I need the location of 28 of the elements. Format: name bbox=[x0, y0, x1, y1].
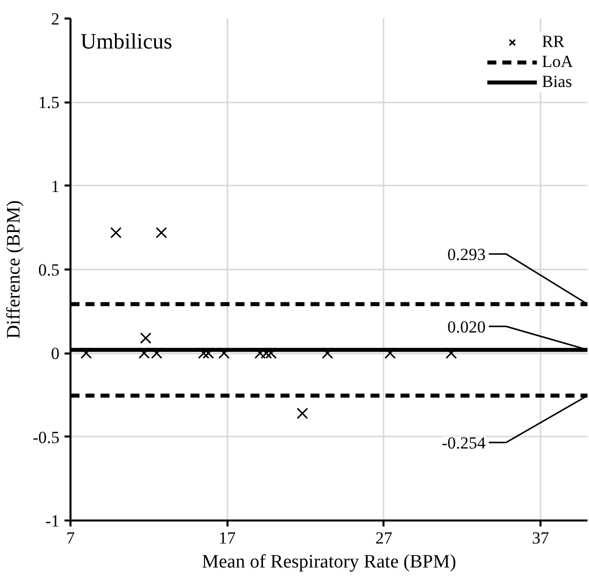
y-tick-label: 1 bbox=[51, 176, 60, 196]
text: Umbilicus bbox=[80, 28, 172, 54]
y-tick-label: 0 bbox=[51, 344, 60, 364]
x-tick-label: 7 bbox=[66, 528, 76, 548]
point bbox=[198, 347, 210, 359]
point bbox=[80, 347, 92, 359]
legend-label: LoA bbox=[542, 52, 573, 72]
point bbox=[140, 332, 152, 344]
point bbox=[156, 226, 168, 238]
annotation: -0.254 bbox=[442, 434, 486, 453]
legend-label: RR bbox=[542, 32, 565, 52]
point bbox=[296, 408, 308, 420]
point bbox=[446, 347, 457, 359]
legend-label: Bias bbox=[542, 72, 572, 92]
y-tick-label: 2 bbox=[51, 10, 60, 28]
annotation: 0.293 bbox=[447, 244, 486, 264]
x-tick-label: 17 bbox=[218, 528, 236, 548]
point bbox=[202, 347, 214, 359]
y-axis-title: Difference (BPM) bbox=[4, 200, 25, 339]
y-tick-label: 0.5 bbox=[38, 260, 60, 280]
x-tick-label: 27 bbox=[375, 528, 393, 548]
annotation: 0.020 bbox=[447, 317, 486, 336]
y-tick-label: 1.5 bbox=[38, 93, 60, 112]
y-tick-label: -0.5 bbox=[32, 428, 60, 447]
y-tick-label: -1 bbox=[45, 512, 60, 530]
x-axis-title: Mean of Respiratory Rate (BPM) bbox=[202, 552, 456, 572]
x-tick-label: 37 bbox=[532, 528, 550, 548]
point bbox=[110, 226, 122, 238]
